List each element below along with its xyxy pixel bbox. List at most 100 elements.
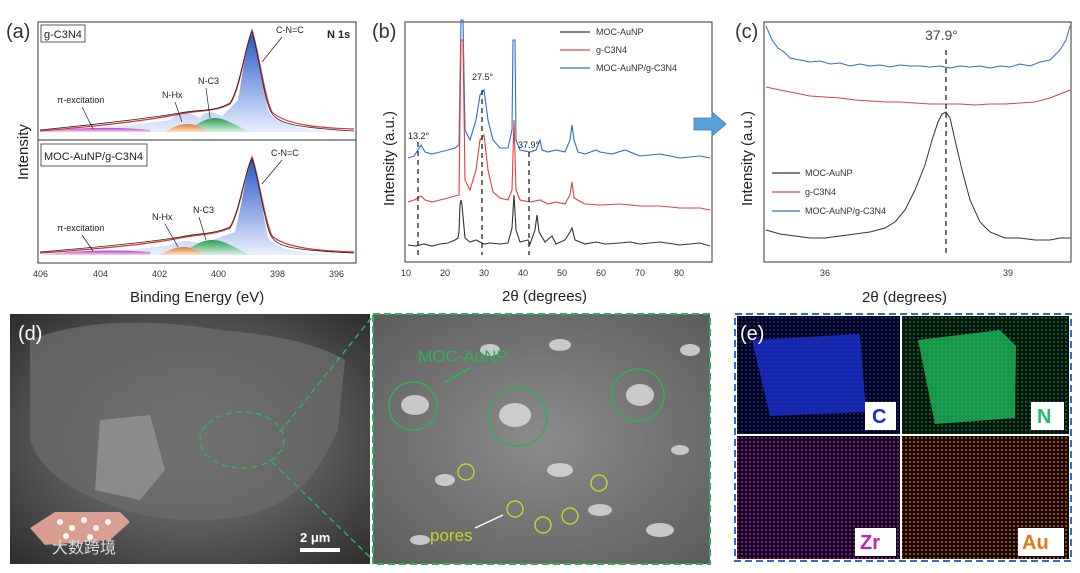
panel-a: (a) g-C3N4 N 1s C-N=C N-C3 N-Hx π-excita… <box>6 21 357 306</box>
legend-moc: MOC-AuNP <box>596 27 644 37</box>
particle-circle-1 <box>388 381 438 431</box>
n1s-label: N 1s <box>327 29 350 41</box>
sample-label-bottom: MOC-AuNP/g-C3N4 <box>44 151 143 163</box>
raw-line-bottom <box>39 158 355 254</box>
sem-chunk <box>95 415 165 500</box>
watermark: 大数跨境 <box>52 538 116 557</box>
annotation-nh-top: N-Hx <box>162 90 183 100</box>
tick-b-4: 50 <box>557 268 567 278</box>
panel-a-frame <box>37 21 357 264</box>
arrow-pi-bottom <box>81 234 94 252</box>
tick-c-0: 36 <box>820 268 830 278</box>
legend-gc3n4: g-C3N4 <box>596 45 627 55</box>
arrow-nh-bottom <box>164 223 179 248</box>
legend-c-composite: MOC-AuNP/g-C3N4 <box>805 206 886 216</box>
annotation-nc3-top: N-C3 <box>198 76 219 86</box>
annotation-cnc-bottom: C-N=C <box>271 148 299 158</box>
annotation-nh-bottom: N-Hx <box>152 212 173 222</box>
annotation-pi-top: π-excitation <box>57 95 104 105</box>
panel-b-xticks: 10 20 30 40 50 60 70 80 <box>401 268 684 278</box>
panel-e-label: (e) <box>740 323 764 345</box>
sem-zoom-frame <box>372 313 711 565</box>
xrd-gc3n4-curve <box>407 39 711 211</box>
panel-d-label: (d) <box>18 323 42 345</box>
panel-c-label: (c) <box>735 21 758 43</box>
map-zr-badge <box>855 528 896 556</box>
tick-b-6: 70 <box>635 268 645 278</box>
sample-box-top <box>40 24 86 43</box>
particle-circle-3 <box>611 368 665 422</box>
zoom-connector-bottom <box>271 461 374 561</box>
panel-e-frame <box>734 313 1072 562</box>
scale-bar-label: 2 μm <box>300 530 330 545</box>
tick-a-3: 400 <box>211 269 226 279</box>
panel-b-legend: MOC-AuNP g-C3N4 MOC-AuNP/g-C3N4 <box>560 27 677 73</box>
map-c-label: C <box>872 406 886 428</box>
peak-nh-top <box>165 124 210 132</box>
pores-label: pores <box>430 526 473 545</box>
tick-b-7: 80 <box>674 268 684 278</box>
peak-label-38deg: 37.9° <box>518 140 540 150</box>
tick-a-5: 396 <box>329 269 344 279</box>
panel-c: (c) 37.9° MOC-AuNP g-C3N4 MOC-AuNP/g-C3N… <box>735 21 1072 306</box>
raw-line-top <box>39 30 355 132</box>
panel-d: 2 μm (d) 大数跨境 MOC-AuNP pores <box>10 313 711 565</box>
panel-b-label: (b) <box>372 21 396 43</box>
sem-particles <box>401 339 700 545</box>
panel-b-frame <box>404 21 713 263</box>
sheet-illustration <box>30 512 130 545</box>
legend-c-moc: MOC-AuNP <box>805 168 853 178</box>
xrd-moc-curve <box>407 194 711 247</box>
peak-pi-top <box>40 127 150 132</box>
tick-b-2: 30 <box>479 268 489 278</box>
tick-b-5: 60 <box>596 268 606 278</box>
xrd-zoom-moc <box>765 111 1070 241</box>
annotation-nc3-bottom: N-C3 <box>193 205 214 215</box>
annotation-pi-bottom: π-excitation <box>57 223 104 233</box>
panel-a-xticks: 406 404 402 400 398 396 <box>33 269 344 279</box>
map-c-particle <box>752 334 866 416</box>
legend-composite: MOC-AuNP/g-C3N4 <box>596 63 677 73</box>
panel-c-ylabel: Intensity (a.u.) <box>739 111 756 206</box>
sample-box-bottom <box>40 143 148 167</box>
legend-c-gc3n4: g-C3N4 <box>805 187 836 197</box>
tick-b-1: 20 <box>440 268 450 278</box>
scale-bar <box>300 548 340 552</box>
arrow-nc3-bottom <box>198 216 207 241</box>
peak-label-zoom: 37.9° <box>925 27 958 43</box>
map-n-badge <box>1031 402 1064 430</box>
panel-a-top-plot: g-C3N4 N 1s C-N=C N-C3 N-Hx π-excitation <box>39 24 355 132</box>
map-n-label: N <box>1037 406 1051 428</box>
zoom-arrow-icon <box>693 111 727 137</box>
map-n-particle <box>918 330 1016 424</box>
panel-b-xlabel: 2θ (degrees) <box>502 288 587 305</box>
tick-c-1: 39 <box>1003 268 1013 278</box>
sem-zoom-image <box>373 314 710 564</box>
panel-a-ylabel: Intensity <box>15 124 32 180</box>
tick-a-0: 406 <box>33 269 48 279</box>
moc-aunp-arrow <box>444 367 471 383</box>
panel-c-legend: MOC-AuNP g-C3N4 MOC-AuNP/g-C3N4 <box>772 168 886 216</box>
arrow-cnc-top <box>261 36 283 63</box>
panel-b-ylabel: Intensity (a.u.) <box>381 111 398 206</box>
tick-a-4: 398 <box>270 269 285 279</box>
zoom-arrow <box>693 111 727 137</box>
tick-b-3: 40 <box>518 268 528 278</box>
peak-pi-bottom <box>40 250 150 255</box>
fit-line-top <box>39 28 355 132</box>
sample-label-top: g-C3N4 <box>44 29 82 41</box>
xrd-zoom-composite <box>765 25 1071 69</box>
map-au-label: Au <box>1022 532 1049 554</box>
zoom-region-ellipse <box>199 411 285 469</box>
tick-b-0: 10 <box>401 268 411 278</box>
arrow-pi-top <box>81 106 94 130</box>
pores-arrow <box>474 514 504 529</box>
annotation-cnc-top: C-N=C <box>276 25 304 35</box>
peak-nh-bottom <box>160 247 206 255</box>
peak-label-13deg: 13.2° <box>408 131 430 141</box>
pore-circles <box>457 463 608 534</box>
sheet-particles <box>57 517 111 540</box>
arrow-nh-top <box>174 101 183 123</box>
map-c-badge <box>865 402 896 430</box>
